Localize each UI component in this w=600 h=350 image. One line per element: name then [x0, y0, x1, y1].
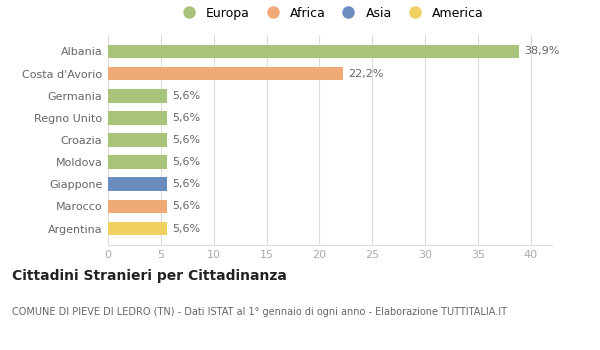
Bar: [108, 44, 519, 58]
Bar: [108, 67, 343, 80]
Bar: [108, 177, 167, 191]
Text: 5,6%: 5,6%: [172, 157, 200, 167]
Text: Cittadini Stranieri per Cittadinanza: Cittadini Stranieri per Cittadinanza: [12, 269, 287, 283]
Legend: Europa, Africa, Asia, America: Europa, Africa, Asia, America: [171, 1, 489, 24]
Text: 5,6%: 5,6%: [172, 113, 200, 123]
Bar: [108, 222, 167, 236]
Text: 5,6%: 5,6%: [172, 179, 200, 189]
Text: 5,6%: 5,6%: [172, 224, 200, 233]
Bar: [108, 155, 167, 169]
Bar: [108, 111, 167, 125]
Text: 22,2%: 22,2%: [348, 69, 383, 78]
Text: 5,6%: 5,6%: [172, 135, 200, 145]
Text: 5,6%: 5,6%: [172, 202, 200, 211]
Text: 5,6%: 5,6%: [172, 91, 200, 101]
Bar: [108, 89, 167, 103]
Bar: [108, 199, 167, 213]
Bar: [108, 133, 167, 147]
Text: COMUNE DI PIEVE DI LEDRO (TN) - Dati ISTAT al 1° gennaio di ogni anno - Elaboraz: COMUNE DI PIEVE DI LEDRO (TN) - Dati IST…: [12, 307, 507, 317]
Text: 38,9%: 38,9%: [524, 47, 560, 56]
